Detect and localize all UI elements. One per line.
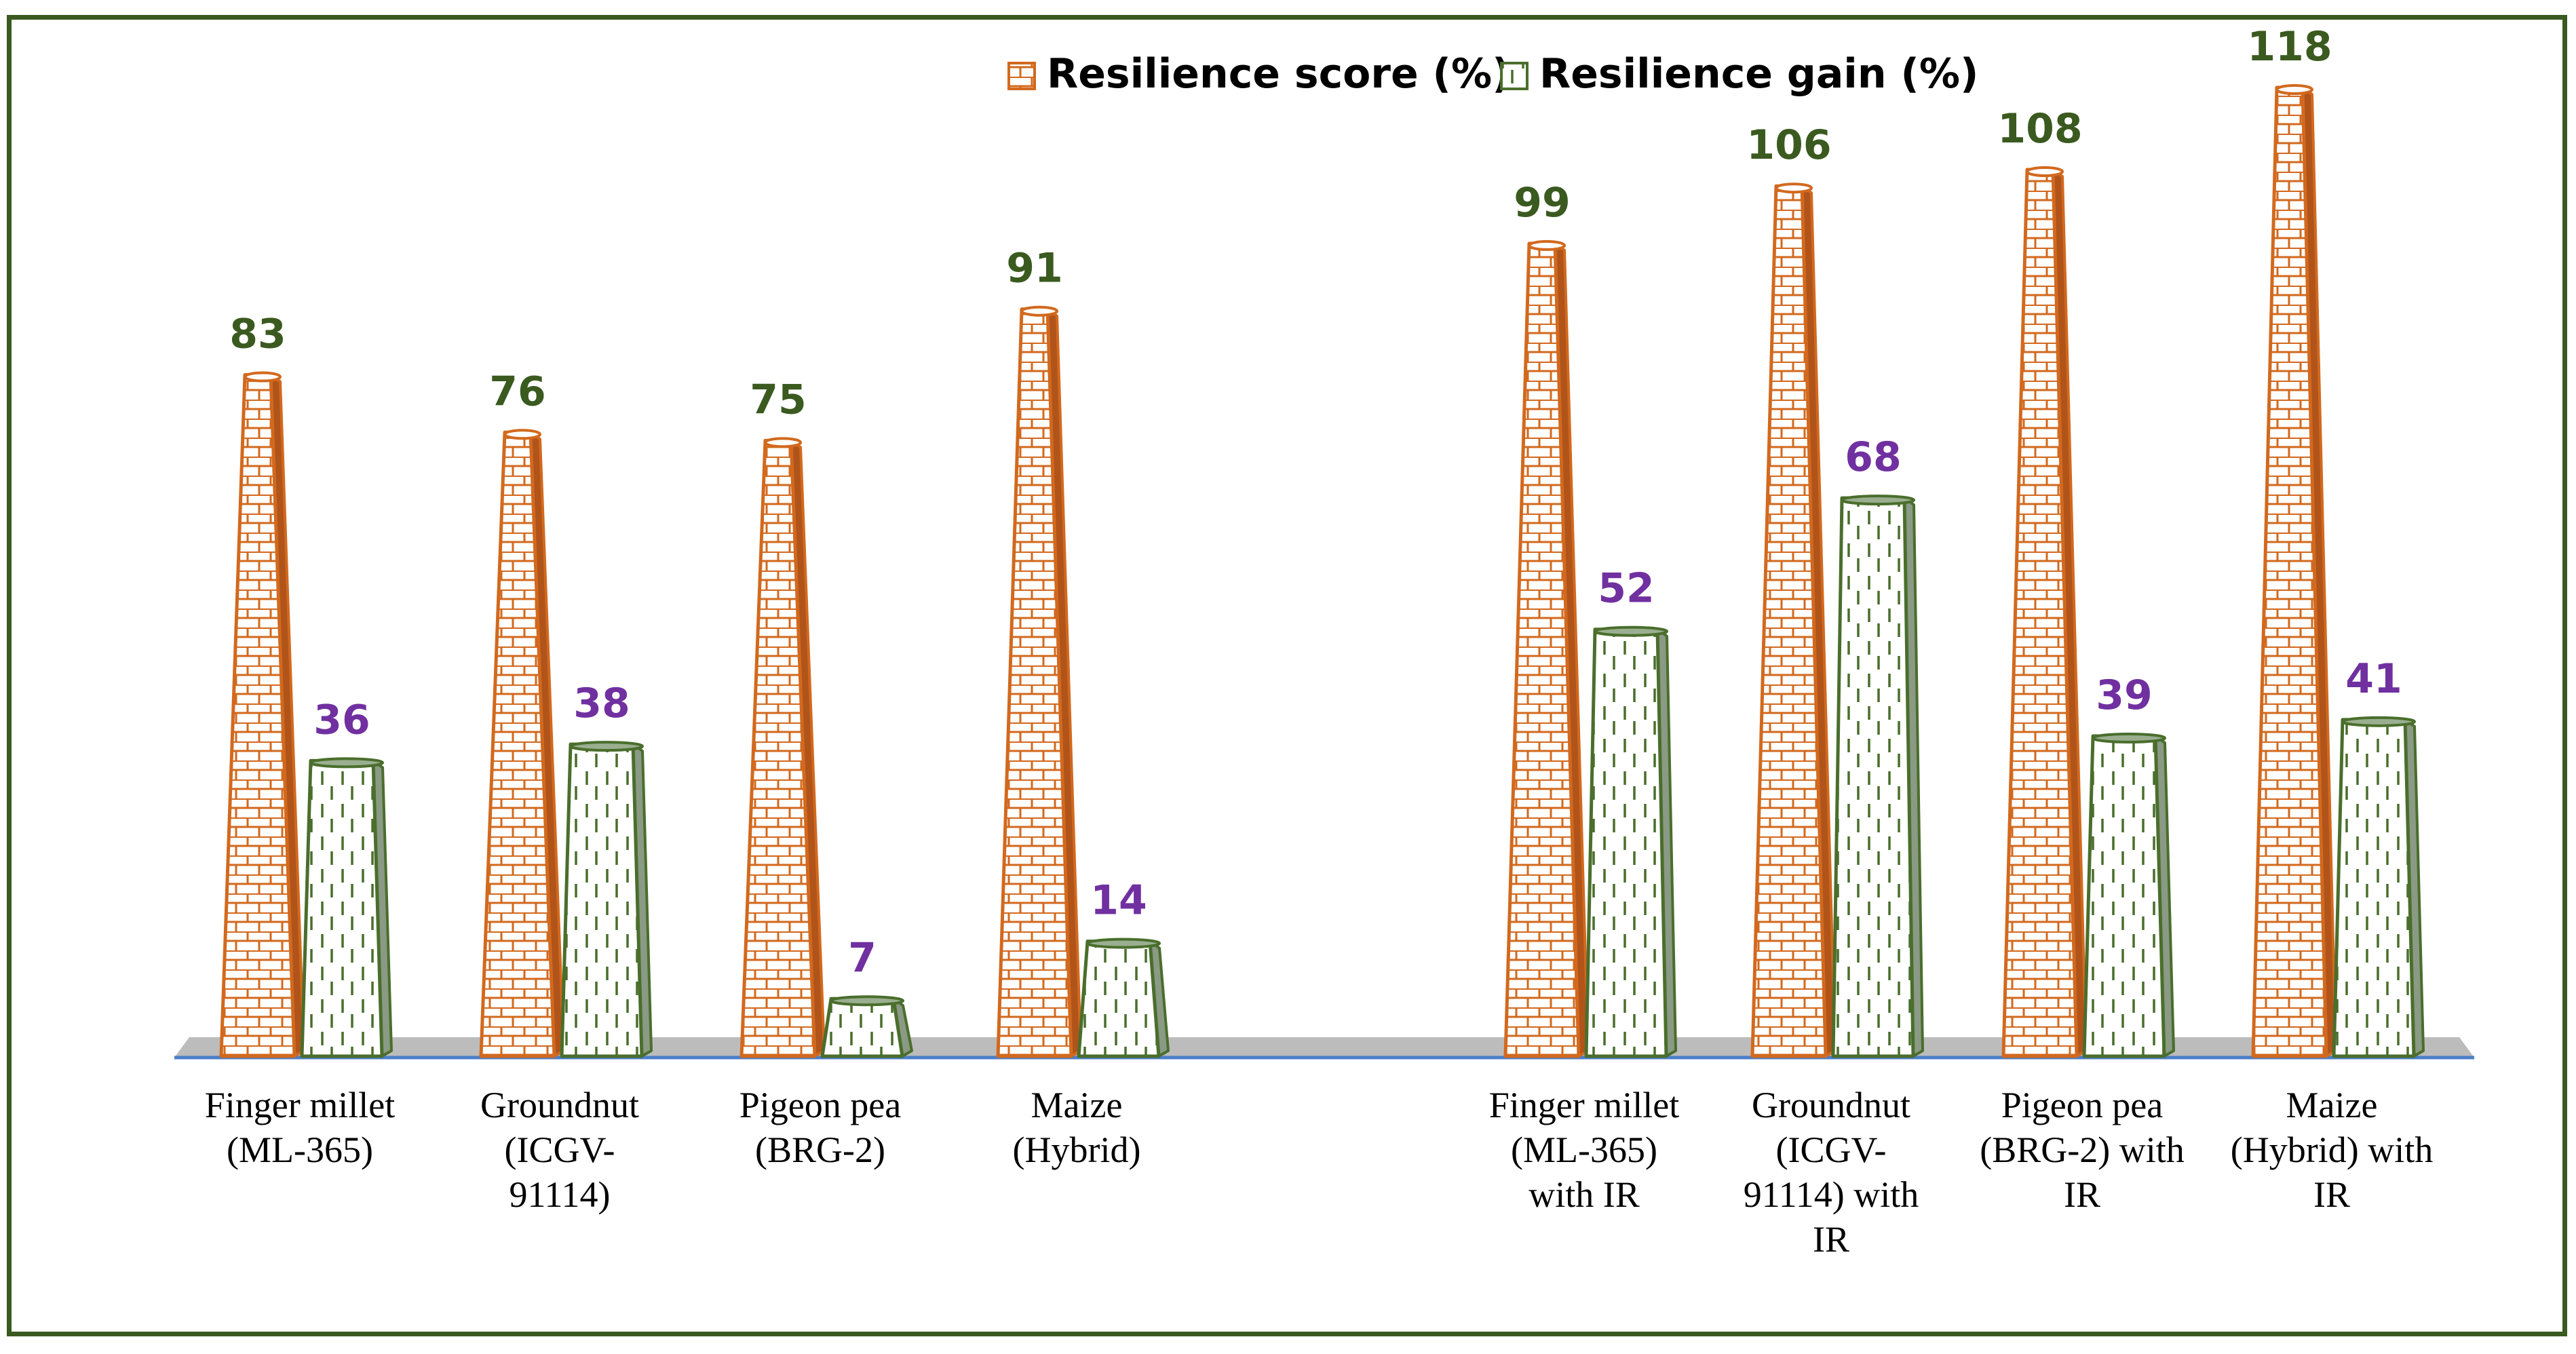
- category-label-line: (ICGV-: [1775, 1129, 1886, 1170]
- category-label-line: Maize: [1031, 1085, 1123, 1125]
- gain-value-label-7: 41: [2345, 655, 2402, 703]
- labels-layer: 83 76 75 91 99 106 108 118 36 38 7 14 52 68 39 41: [229, 23, 2402, 982]
- category-label-line: Finger millet: [1489, 1085, 1679, 1125]
- gain-bar-body-7: [2332, 718, 2416, 1058]
- score-bar-cap-1: [503, 429, 541, 440]
- category-label-line: Pigeon pea: [2001, 1085, 2163, 1125]
- legend-label-gain: Resilience gain (%): [1539, 50, 1978, 98]
- category-label-7: Maize (Hybrid) with IR: [2231, 1085, 2433, 1215]
- category-label-line: with IR: [1529, 1174, 1640, 1215]
- categories-layer: Finger millet (ML-365)Groundnut (ICGV-9111…: [205, 1085, 2433, 1260]
- score-bar-cap-6: [2026, 166, 2064, 178]
- gain-bar-cap-6: [2092, 733, 2166, 744]
- category-label-line: IR: [2313, 1174, 2350, 1215]
- score-bar-cap-5: [1775, 182, 1813, 194]
- gain-bar-1: [560, 741, 653, 1058]
- score-bar-2: [739, 437, 826, 1058]
- score-bar-cap-2: [764, 437, 802, 448]
- score-bar-7: [2251, 84, 2337, 1058]
- legend: Resilience score (%) Resilience gain (%): [1007, 50, 1978, 98]
- gain-bar-cap-3: [1086, 937, 1161, 949]
- category-label-line: (ML-365): [227, 1129, 373, 1170]
- score-bar-1: [479, 429, 565, 1058]
- score-value-label-4: 99: [1514, 179, 1571, 227]
- category-label-line: (Hybrid) with: [2231, 1129, 2433, 1170]
- score-bar-0: [219, 371, 305, 1058]
- category-label-line: 91114): [510, 1174, 611, 1215]
- gain-bar-3: [1077, 937, 1170, 1058]
- score-value-label-7: 118: [2247, 23, 2332, 71]
- category-label-5: Groundnut (ICGV-91114) with IR: [1744, 1085, 1919, 1260]
- gain-bar-body-2: [820, 997, 904, 1058]
- score-value-label-3: 91: [1006, 245, 1063, 292]
- gain-bar-body-1: [560, 742, 644, 1058]
- score-bar-5: [1750, 182, 1837, 1058]
- gain-bar-body-3: [1077, 940, 1161, 1058]
- score-value-label-5: 106: [1746, 121, 1831, 169]
- bar-chart: Resilience score (%) Resilience gain (%)…: [174, 23, 2474, 1260]
- category-label-line: IR: [1813, 1219, 1849, 1260]
- gain-bar-6: [2082, 733, 2175, 1058]
- score-value-label-6: 108: [1997, 105, 2082, 153]
- legend-item-resilience-score: Resilience score (%): [1007, 50, 1511, 98]
- category-label-0: Finger millet (ML-365): [205, 1085, 395, 1170]
- gain-value-label-5: 68: [1845, 433, 1902, 481]
- gain-value-label-1: 38: [573, 680, 630, 727]
- gain-bar-cap-0: [309, 757, 384, 769]
- gain-value-label-6: 39: [2096, 672, 2153, 719]
- legend-label-score: Resilience score (%): [1047, 50, 1511, 98]
- score-bar-cap-3: [1020, 305, 1058, 317]
- gain-bar-cap-7: [2341, 716, 2416, 727]
- category-label-line: (ICGV-: [504, 1129, 615, 1170]
- score-value-label-0: 83: [229, 311, 286, 358]
- gain-bar-cap-4: [1594, 625, 1668, 637]
- category-label-2: Pigeon pea (BRG-2): [739, 1085, 901, 1170]
- score-bar-6: [2001, 166, 2088, 1058]
- gain-bar-cap-2: [830, 995, 904, 1007]
- gain-bar-cap-5: [1841, 495, 1915, 506]
- score-bar-cap-4: [1528, 239, 1566, 251]
- category-label-line: Pigeon pea: [739, 1085, 901, 1125]
- score-bar-cap-7: [2275, 84, 2313, 95]
- category-label-line: IR: [2064, 1174, 2100, 1215]
- gain-bar-body-0: [300, 758, 384, 1058]
- legend-swatch-score: [1007, 62, 1036, 90]
- category-label-line: Finger millet: [205, 1085, 395, 1125]
- score-bar-cap-0: [244, 371, 282, 383]
- score-value-label-1: 76: [489, 368, 546, 415]
- gain-bar-4: [1584, 625, 1677, 1058]
- gain-value-label-4: 52: [1598, 565, 1655, 613]
- gain-bar-cap-1: [569, 741, 644, 752]
- gain-value-label-2: 7: [848, 934, 877, 982]
- gain-bar-7: [2332, 716, 2425, 1058]
- score-value-label-2: 75: [750, 376, 807, 423]
- category-label-line: (BRG-2): [755, 1129, 885, 1170]
- gain-bar-body-5: [1831, 496, 1915, 1058]
- category-label-line: Maize: [2286, 1085, 2378, 1125]
- gain-bar-5: [1831, 495, 1924, 1058]
- gain-value-label-0: 36: [313, 696, 370, 743]
- category-label-4: Finger millet (ML-365) with IR: [1489, 1085, 1679, 1215]
- category-label-line: (Hybrid): [1013, 1129, 1141, 1170]
- category-label-line: Groundnut: [1752, 1085, 1910, 1125]
- category-label-line: Groundnut: [480, 1085, 639, 1125]
- category-label-3: Maize (Hybrid): [1013, 1085, 1141, 1170]
- score-bar-4: [1503, 239, 1590, 1058]
- category-label-line: (BRG-2) with: [1980, 1129, 2184, 1170]
- chart-frame: Resilience score (%) Resilience gain (%)…: [7, 15, 2567, 1336]
- legend-item-resilience-gain: Resilience gain (%): [1500, 50, 1978, 98]
- score-bar-3: [996, 305, 1082, 1058]
- gain-bar-2: [820, 995, 913, 1058]
- gain-bar-body-4: [1584, 627, 1668, 1058]
- category-label-line: 91114) with: [1744, 1174, 1919, 1215]
- category-label-6: Pigeon pea (BRG-2) with IR: [1980, 1085, 2184, 1215]
- category-label-1: Groundnut (ICGV-91114): [480, 1085, 639, 1215]
- gain-bar-0: [300, 757, 393, 1058]
- legend-swatch-gain: [1500, 62, 1529, 90]
- gain-bar-body-6: [2082, 734, 2166, 1058]
- bars-layer: [219, 84, 2425, 1058]
- category-label-line: (ML-365): [1511, 1129, 1657, 1170]
- gain-value-label-3: 14: [1090, 877, 1147, 925]
